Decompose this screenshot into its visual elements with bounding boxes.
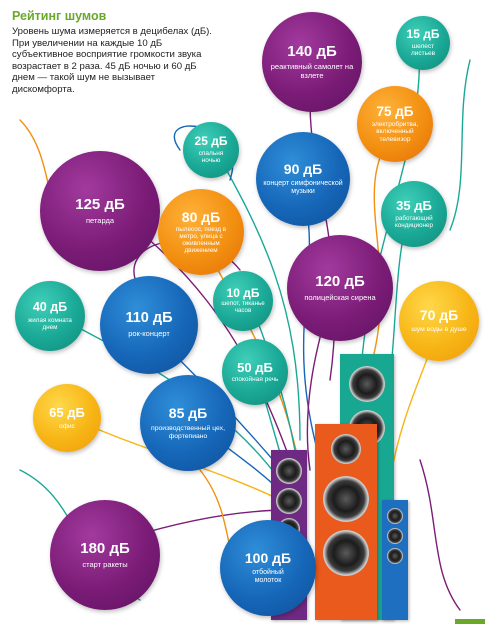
bubble-desc: электробритва, включенный телевизор	[371, 121, 419, 143]
intro-block: Рейтинг шумов Уровень шума измеряется в …	[12, 9, 217, 96]
bubble-db: 15 дБ	[406, 27, 440, 42]
bubble-desc: офис	[59, 422, 75, 430]
speaker-driver	[323, 476, 369, 522]
bubble-120db-siren[interactable]: 120 дБ полицейская сирена	[287, 235, 393, 341]
bubble-db: 85 дБ	[168, 404, 208, 421]
bubble-desc: производственный цех, фортепиано	[151, 425, 225, 440]
bubble-180db-rocket-launch[interactable]: 180 дБ старт ракеты	[50, 500, 160, 610]
speaker-driver	[276, 458, 302, 484]
bubble-desc: рок-концерт	[128, 329, 170, 339]
bubble-desc: спальня ночью	[198, 150, 224, 165]
bubble-desc: шум воды в душе	[411, 326, 467, 334]
bubble-desc: концерт симфонической музыки	[263, 180, 343, 195]
bubble-40db-living-room[interactable]: 40 дБ жилая комната днем	[15, 281, 85, 351]
speaker-blue	[382, 500, 408, 620]
bubble-25db-bedroom[interactable]: 25 дБ спальня ночью	[183, 122, 239, 178]
bubble-db: 75 дБ	[376, 104, 414, 120]
bubble-35db-aircon[interactable]: 35 дБ работающий кондиционер	[381, 181, 447, 247]
infographic-title: Рейтинг шумов	[12, 9, 107, 23]
bubble-50db-calm-speech[interactable]: 50 дБ спокойная речь	[222, 339, 288, 405]
speaker-driver	[323, 530, 369, 576]
page-corner-mark	[455, 619, 485, 624]
speaker-driver	[387, 508, 403, 524]
bubble-db: 90 дБ	[283, 161, 323, 178]
intro-paragraph: Уровень шума измеряется в децибелах (дБ)…	[12, 26, 212, 95]
bubble-db: 120 дБ	[315, 272, 365, 290]
bubble-db: 110 дБ	[125, 310, 173, 327]
bubble-15db-leaves[interactable]: 15 дБ шелест листьев	[396, 16, 450, 70]
bubble-110db-rock-concert[interactable]: 110 дБ рок-концерт	[100, 276, 198, 374]
bubble-desc: отбойный молоток	[252, 569, 284, 584]
speaker-driver	[331, 434, 361, 464]
bubble-desc: шелест листьев	[410, 43, 436, 58]
bubble-10db-whisper[interactable]: 10 дБ шепот, тиканье часов	[213, 271, 273, 331]
bubble-desc: работающий кондиционер	[394, 214, 434, 229]
bubble-db: 65 дБ	[49, 405, 85, 421]
bubble-desc: петарда	[85, 215, 115, 225]
speaker-driver	[387, 528, 403, 544]
bubble-desc: старт ракеты	[82, 559, 128, 569]
bubble-db: 80 дБ	[181, 208, 221, 225]
bubble-125db-firecracker[interactable]: 125 дБ петарда	[40, 151, 160, 271]
bubble-desc: пылесос, поезд в метро, улица с оживленн…	[175, 226, 227, 255]
bubble-90db-symphony[interactable]: 90 дБ концерт симфонической музыки	[256, 132, 350, 226]
bubble-desc: полицейская сирена	[304, 292, 376, 302]
bubble-80db-vacuum-metro[interactable]: 80 дБ пылесос, поезд в метро, улица с ож…	[158, 189, 244, 275]
bubble-desc: реактивный самолет на взлете	[270, 62, 354, 80]
bubble-100db-jackhammer[interactable]: 100 дБ отбойный молоток	[220, 520, 316, 616]
bubble-desc: шепот, тиканье часов	[221, 300, 265, 315]
bubble-db: 50 дБ	[237, 359, 273, 375]
speaker-driver	[387, 548, 403, 564]
bubble-db: 125 дБ	[75, 195, 125, 213]
speaker-driver	[349, 366, 385, 402]
bubble-85db-factory-piano[interactable]: 85 дБ производственный цех, фортепиано	[140, 375, 236, 471]
bubble-140db-jet[interactable]: 140 дБ реактивный самолет на взлете	[262, 12, 362, 112]
bubble-db: 140 дБ	[287, 42, 337, 60]
speaker-driver	[276, 488, 302, 514]
bubble-db: 180 дБ	[80, 539, 130, 557]
bubble-db: 40 дБ	[32, 300, 68, 315]
bubble-65db-office[interactable]: 65 дБ офис	[33, 384, 101, 452]
bubble-db: 70 дБ	[419, 307, 459, 324]
bubble-75db-shaver-tv[interactable]: 75 дБ электробритва, включенный телевизо…	[357, 86, 433, 162]
bubble-db: 35 дБ	[396, 198, 432, 214]
bubble-db: 10 дБ	[226, 285, 260, 300]
bubble-desc: спокойная речь	[231, 376, 279, 384]
bubble-db: 100 дБ	[244, 550, 292, 567]
bubble-db: 25 дБ	[194, 134, 228, 149]
bubble-desc: жилая комната днем	[28, 316, 72, 331]
speaker-orange	[315, 424, 377, 620]
bubble-70db-shower[interactable]: 70 дБ шум воды в душе	[399, 281, 479, 361]
